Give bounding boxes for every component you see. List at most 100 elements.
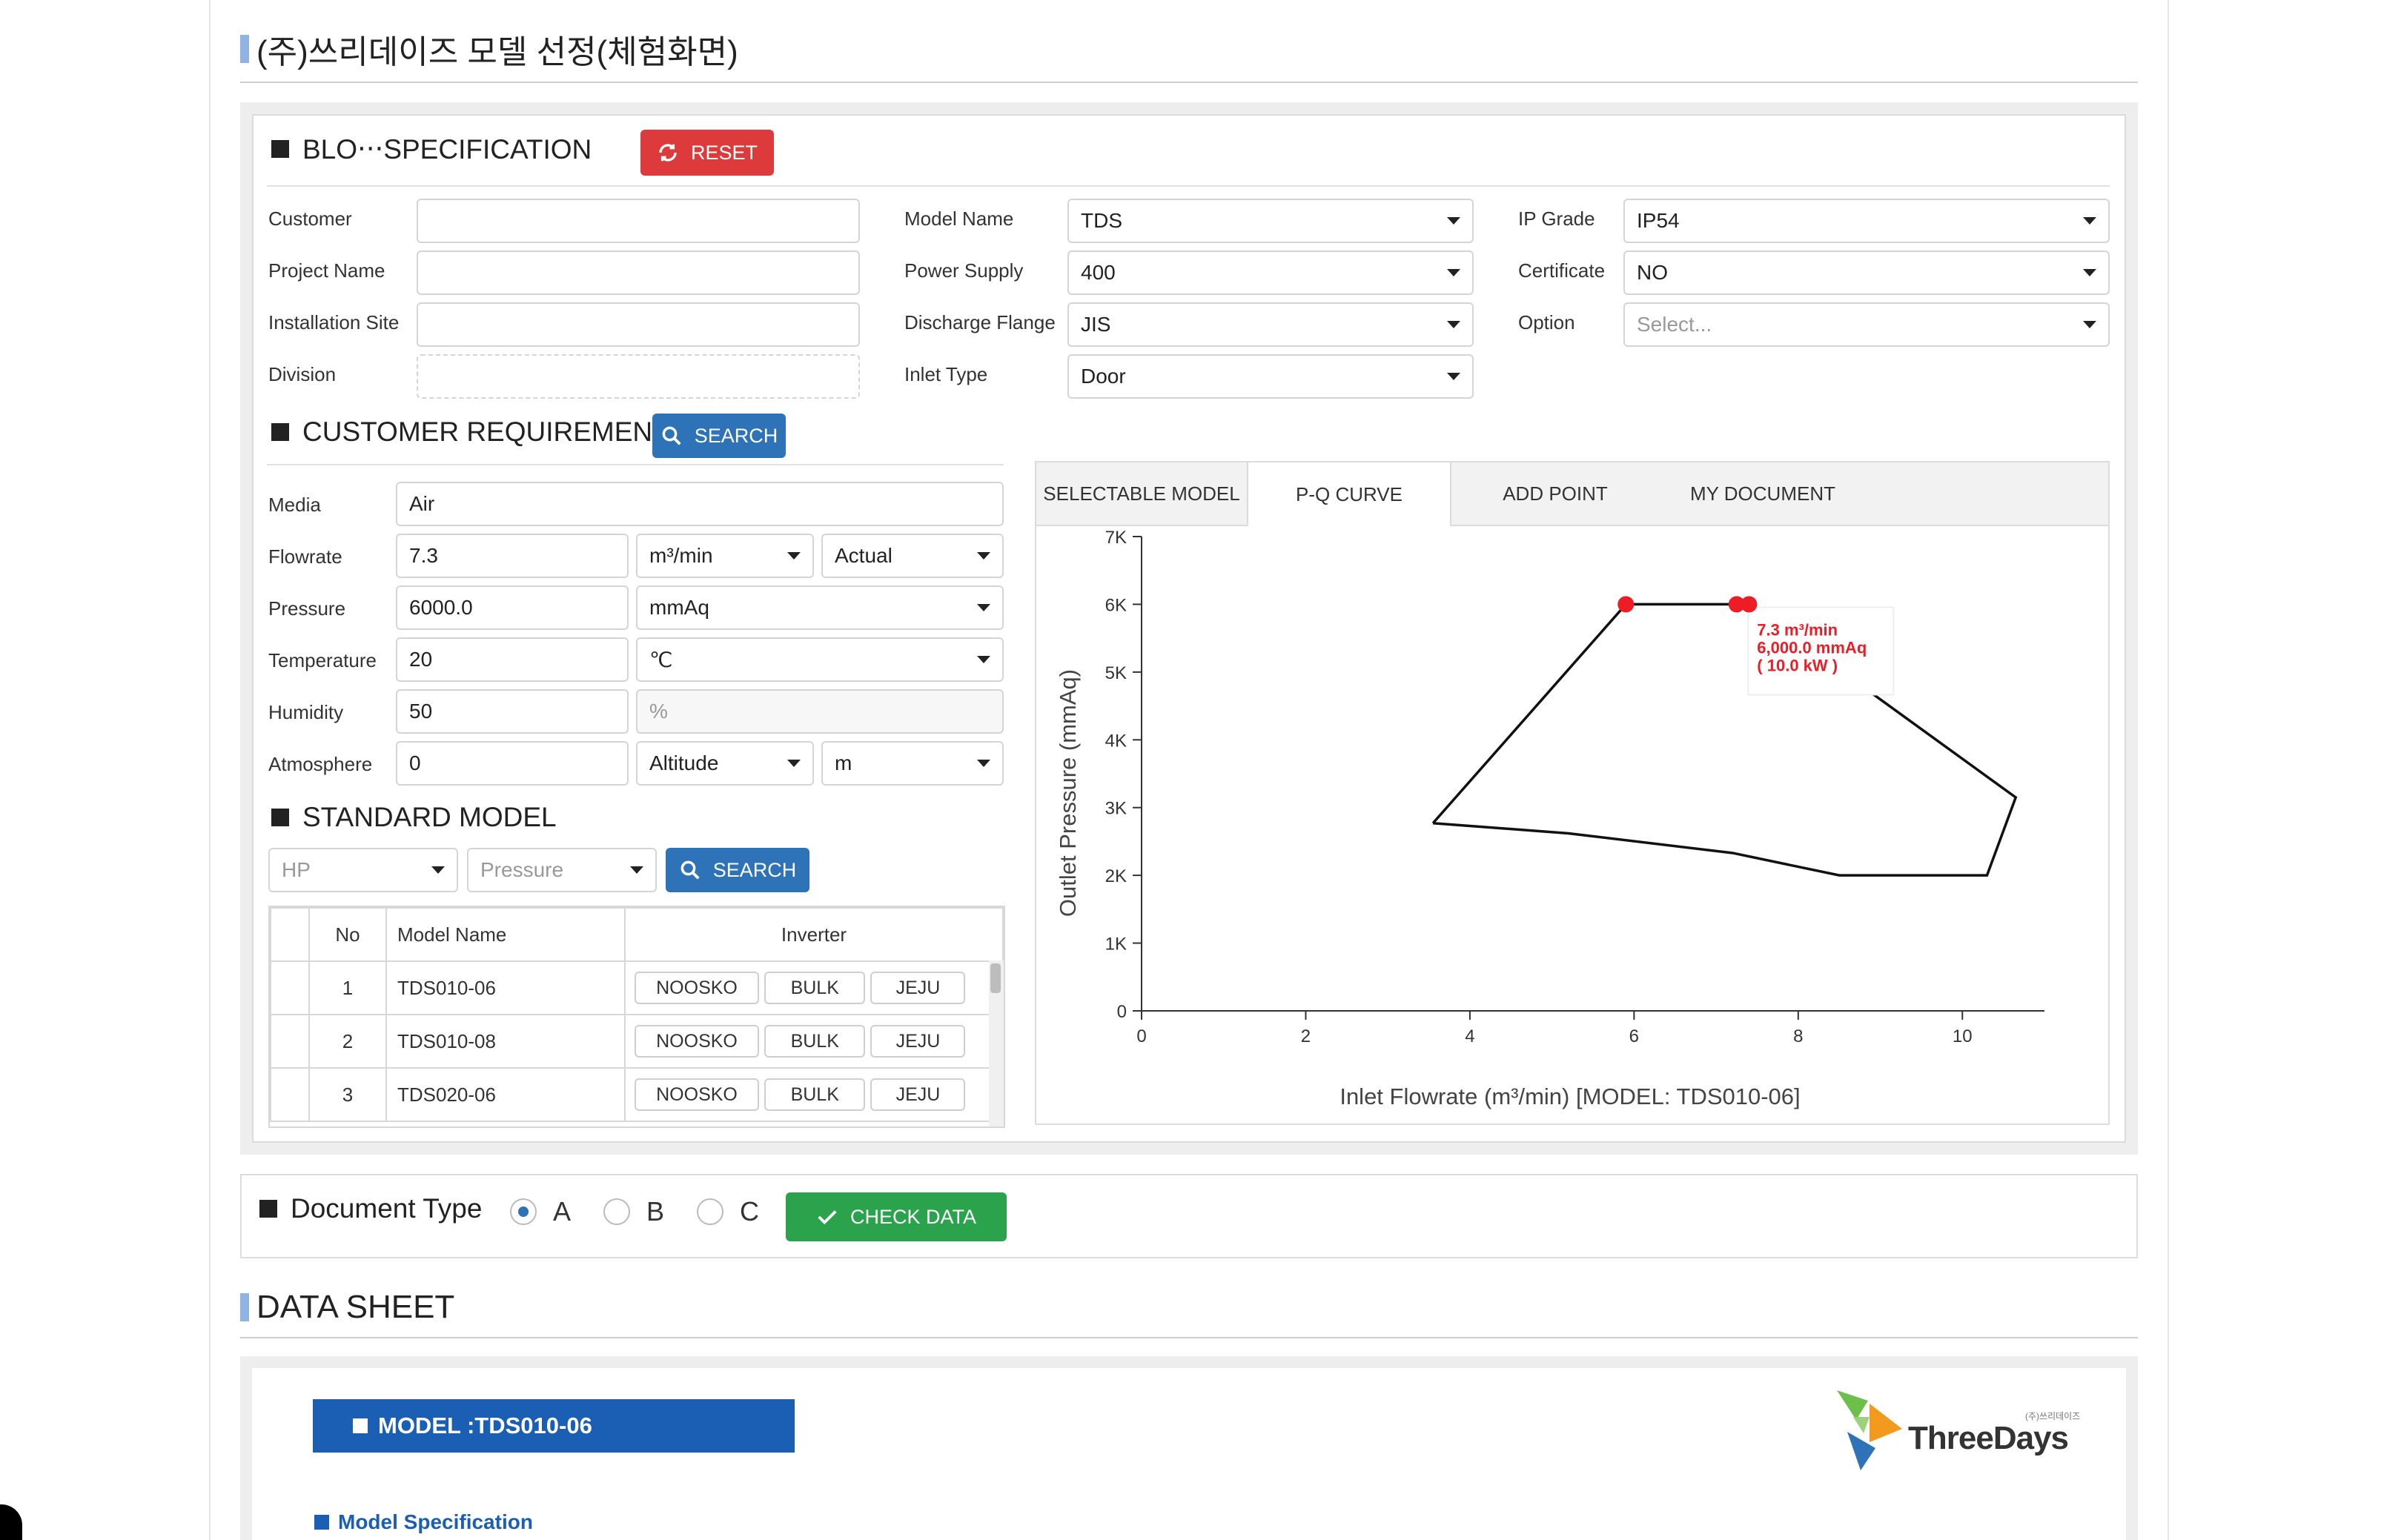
- chevron-down-icon: [2083, 217, 2096, 225]
- power-supply-label: Power Supply: [904, 259, 1024, 282]
- x-tick-label: 6: [1629, 1026, 1639, 1046]
- bulk-button[interactable]: BULK: [764, 1025, 866, 1058]
- chevron-down-icon: [1447, 373, 1460, 380]
- title-divider: [240, 82, 2138, 83]
- threedays-logo: ThreeDays (주)쓰리데이즈: [1831, 1387, 2080, 1473]
- chevron-down-icon: [787, 552, 801, 560]
- jeju-button[interactable]: JEJU: [870, 972, 966, 1004]
- division-input[interactable]: [417, 354, 860, 399]
- y-tick-label: 2K: [1105, 866, 1127, 886]
- model-table: No Model Name Inverter 1 TDS010-06 NOOSK…: [268, 906, 1005, 1128]
- pressure-unit-select[interactable]: mmAq: [636, 585, 1004, 630]
- title-bar-accent: [240, 35, 249, 63]
- pressure-input[interactable]: 6000.0: [396, 585, 629, 630]
- check-icon: [818, 1210, 837, 1225]
- atmosphere-input[interactable]: 0: [396, 741, 629, 786]
- jeju-button[interactable]: JEJU: [870, 1078, 966, 1111]
- bulk-button[interactable]: BULK: [764, 1078, 866, 1111]
- discharge-flange-label: Discharge Flange: [904, 311, 1056, 333]
- check-data-button[interactable]: CHECK DATA: [786, 1192, 1007, 1241]
- flowrate-label: Flowrate: [268, 545, 342, 568]
- tab-add-point[interactable]: ADD POINT: [1503, 482, 1608, 505]
- requirement-divider: [267, 464, 1004, 465]
- certificate-select[interactable]: NO: [1623, 250, 2110, 295]
- radio-c[interactable]: [697, 1198, 724, 1225]
- tab-my-document[interactable]: MY DOCUMENT: [1690, 482, 1835, 505]
- table-row[interactable]: 2 TDS010-08 NOOSKO BULK JEJU: [270, 1014, 1004, 1069]
- datasheet-divider: [240, 1337, 2138, 1338]
- pressure-filter-select[interactable]: Pressure: [467, 848, 657, 892]
- atmosphere-unit-select[interactable]: m: [821, 741, 1004, 786]
- row-model-name: TDS010-06: [385, 960, 626, 1015]
- chevron-down-icon: [787, 760, 801, 767]
- atmosphere-mode-select[interactable]: Altitude: [636, 741, 814, 786]
- pq-curve-chart[interactable]: 0 1K 2K 3K 4K 5K 6K 7K 0 2 4 6 8 10 7.3 m³/min6,000.0…: [1036, 525, 2108, 1124]
- radio-a-label: A: [553, 1196, 572, 1227]
- noosko-button[interactable]: NOOSKO: [635, 1078, 759, 1111]
- datasheet-page: [252, 1368, 2126, 1540]
- row-select-cell[interactable]: [270, 1014, 310, 1069]
- project-name-input[interactable]: [417, 250, 860, 295]
- temperature-unit-select[interactable]: ℃: [636, 637, 1004, 682]
- row-select-cell[interactable]: [270, 1067, 310, 1122]
- humidity-input[interactable]: 50: [396, 689, 629, 734]
- model-name-select[interactable]: TDS: [1067, 199, 1474, 243]
- x-tick-label: 0: [1136, 1026, 1146, 1046]
- installation-site-input[interactable]: [417, 302, 860, 347]
- flowrate-input[interactable]: 7.3: [396, 534, 629, 578]
- media-label: Media: [268, 494, 321, 516]
- radio-a[interactable]: [510, 1198, 537, 1225]
- project-name-label: Project Name: [268, 259, 385, 282]
- table-row[interactable]: 1 TDS010-06 NOOSKO BULK JEJU: [270, 960, 1004, 1015]
- radio-b[interactable]: [603, 1198, 631, 1225]
- bulk-button[interactable]: BULK: [764, 972, 866, 1004]
- customer-input[interactable]: [417, 199, 860, 243]
- square-bullet-icon: [353, 1418, 368, 1433]
- temperature-input[interactable]: 20: [396, 637, 629, 682]
- operating-point: [1617, 596, 1635, 613]
- point-tooltip-box: [1747, 606, 1895, 696]
- table-header-row: No Model Name Inverter: [270, 907, 1004, 962]
- chart-panel: [1035, 461, 2110, 1125]
- title-bar-accent: [240, 1293, 249, 1321]
- power-supply-select[interactable]: 400: [1067, 250, 1474, 295]
- table-scrollbar-track[interactable]: [989, 960, 1004, 1126]
- requirement-search-button[interactable]: SEARCH: [652, 414, 786, 458]
- standard-search-button[interactable]: SEARCH: [666, 848, 809, 892]
- tab-pq-curve[interactable]: P-Q CURVE: [1247, 462, 1451, 526]
- discharge-flange-select[interactable]: JIS: [1067, 302, 1474, 347]
- y-tick-label: 3K: [1105, 799, 1127, 819]
- installation-site-label: Installation Site: [268, 311, 400, 333]
- threedays-logo-icon: [1837, 1390, 1902, 1470]
- row-inverter-cell: NOOSKO BULK JEJU: [624, 1014, 1004, 1069]
- logo-text: ThreeDays: [1908, 1420, 2069, 1456]
- row-inverter-cell: NOOSKO BULK JEJU: [624, 960, 1004, 1015]
- table-row[interactable]: 3 TDS020-06 NOOSKO BULK JEJU: [270, 1067, 1004, 1122]
- square-bullet-icon: [271, 140, 289, 158]
- row-select-cell[interactable]: [270, 960, 310, 1015]
- media-input[interactable]: Air: [396, 482, 1004, 526]
- inlet-type-select[interactable]: Door: [1067, 354, 1474, 399]
- spec-heading: BLO‧‧‧SPECIFICATION: [271, 132, 592, 166]
- ip-grade-select[interactable]: IP54: [1623, 199, 2110, 243]
- flowrate-unit-select[interactable]: m³/min: [636, 534, 814, 578]
- point-tooltip-line: ( 10.0 kW ): [1757, 656, 1838, 674]
- option-select[interactable]: Select...: [1623, 302, 2110, 347]
- reset-button[interactable]: RESET: [640, 130, 774, 176]
- customer-label: Customer: [268, 208, 352, 230]
- operating-envelope-line: [1431, 603, 2018, 877]
- x-tick-label: 10: [1953, 1026, 1973, 1046]
- model-name-column-header: Model Name: [385, 907, 626, 962]
- square-bullet-icon: [259, 1200, 277, 1218]
- tab-selectable-model[interactable]: SELECTABLE MODEL: [1043, 482, 1240, 505]
- flowrate-mode-select[interactable]: Actual: [821, 534, 1004, 578]
- radio-c-label: C: [740, 1196, 760, 1227]
- chevron-down-icon: [630, 866, 643, 874]
- table-scrollbar-thumb[interactable]: [990, 963, 1001, 993]
- noosko-button[interactable]: NOOSKO: [635, 972, 759, 1004]
- x-tick-label: 2: [1301, 1026, 1311, 1046]
- noosko-button[interactable]: NOOSKO: [635, 1025, 759, 1058]
- hp-select[interactable]: HP: [268, 848, 458, 892]
- jeju-button[interactable]: JEJU: [870, 1025, 966, 1058]
- no-column-header: No: [308, 907, 387, 962]
